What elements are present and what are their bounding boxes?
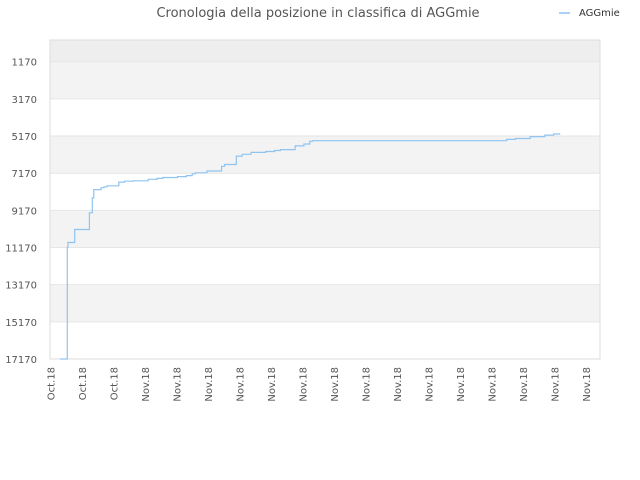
x-tick-label: Oct.18: [110, 367, 121, 400]
legend-label: AGGmie: [579, 8, 620, 19]
plot-band: [50, 98, 600, 137]
plot-border: [49, 39, 601, 360]
plot-band: [50, 210, 600, 248]
y-tick-label: 13170: [5, 281, 37, 292]
series-layer: [60, 133, 561, 360]
x-tick-label: Nov.18: [141, 367, 152, 402]
plot-band: [50, 40, 600, 62]
x-tick-label: Nov.18: [393, 367, 404, 402]
x-tick-label: Nov.18: [330, 367, 341, 402]
y-tick-label: 3170: [12, 95, 37, 106]
y-tick-label: 17170: [5, 355, 37, 366]
x-axis: Oct.18 Oct.18 Oct.18 Nov.18 Nov.18 Nov.18 Nov.…: [47, 367, 594, 402]
x-tick-label: Nov.18: [551, 367, 562, 402]
y-tick-label: 7170: [12, 169, 37, 180]
x-tick-label: Nov.18: [582, 367, 593, 402]
x-tick-label: Nov.18: [267, 367, 278, 402]
legend: AGGmie: [559, 8, 620, 19]
y-tick-label: 1170: [12, 58, 37, 69]
y-tick-label: 15170: [5, 318, 37, 329]
x-tick-label: Nov.18: [236, 367, 247, 402]
x-tick-label: Nov.18: [456, 367, 467, 402]
y-tick-label: 9170: [12, 206, 37, 217]
x-tick-label: Nov.18: [299, 367, 310, 402]
plot-band: [50, 173, 600, 211]
plot-bands: [50, 40, 600, 359]
y-tick-label: 11170: [5, 244, 37, 255]
plot-band: [50, 136, 600, 174]
series-line-AGGmie: [60, 133, 561, 360]
x-tick-label: Nov.18: [173, 367, 184, 402]
plot-band: [50, 61, 600, 99]
x-tick-label: Oct.18: [78, 367, 89, 400]
x-tick-label: Nov.18: [204, 367, 215, 402]
x-tick-label: Oct.18: [47, 367, 58, 400]
y-tick-label: 5170: [12, 132, 37, 143]
plot-band: [50, 321, 600, 359]
x-tick-label: Nov.18: [519, 367, 530, 402]
x-tick-label: Nov.18: [488, 367, 499, 402]
x-tick-label: Nov.18: [362, 367, 373, 402]
x-tick-label: Nov.18: [425, 367, 436, 402]
plot-band: [50, 247, 600, 285]
plot-band: [50, 284, 600, 322]
chart-title: Cronologia della posizione in classifica…: [156, 6, 479, 21]
y-axis: 1170 3170 5170 7170 9170 11170 13170 15170 17170: [5, 58, 37, 366]
